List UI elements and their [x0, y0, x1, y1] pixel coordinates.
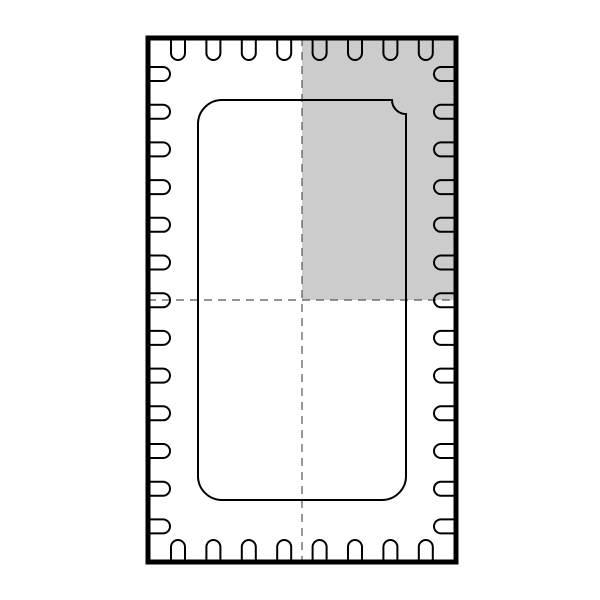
- shaded-quadrant: [302, 38, 456, 300]
- qfn-package-diagram: [0, 0, 600, 600]
- body-fill-br: [302, 300, 456, 562]
- qfn-svg: [0, 0, 600, 600]
